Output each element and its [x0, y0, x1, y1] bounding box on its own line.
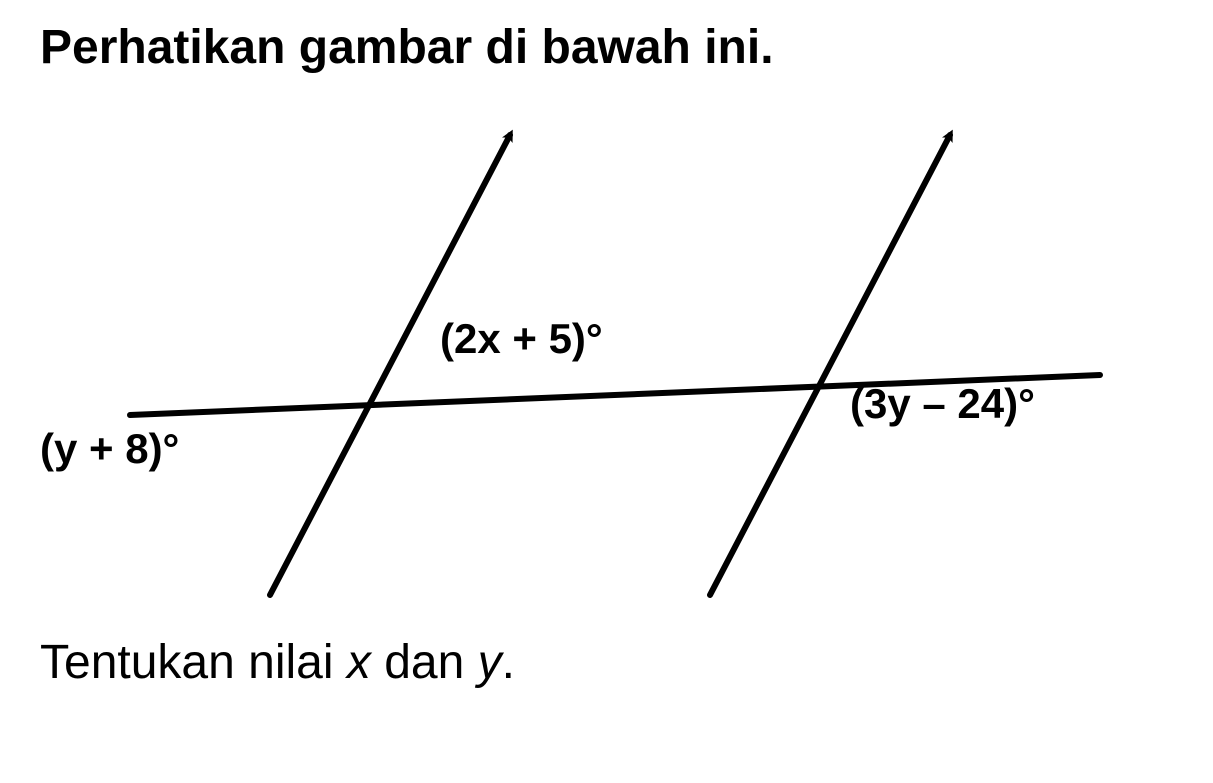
- question-suffix: .: [502, 636, 515, 689]
- question-text: Tentukan nilai x dan y.: [40, 635, 1173, 690]
- parallel-line-2: [710, 135, 950, 595]
- angle-label-top: (2x + 5)°: [440, 315, 603, 363]
- angle-label-left: (y + 8)°: [40, 425, 179, 473]
- geometry-diagram: (2x + 5)° (y + 8)° (3y – 24)°: [40, 105, 1140, 625]
- page-container: Perhatikan gambar di bawah ini. (2x + 5)…: [0, 0, 1213, 710]
- question-mid: dan: [371, 636, 478, 689]
- problem-title: Perhatikan gambar di bawah ini.: [40, 20, 1173, 75]
- parallel-line-1: [270, 135, 510, 595]
- question-prefix: Tentukan nilai: [40, 636, 347, 689]
- angle-label-right: (3y – 24)°: [850, 380, 1035, 428]
- diagram-svg: [40, 105, 1140, 625]
- variable-x: x: [347, 636, 371, 689]
- variable-y: y: [478, 636, 502, 689]
